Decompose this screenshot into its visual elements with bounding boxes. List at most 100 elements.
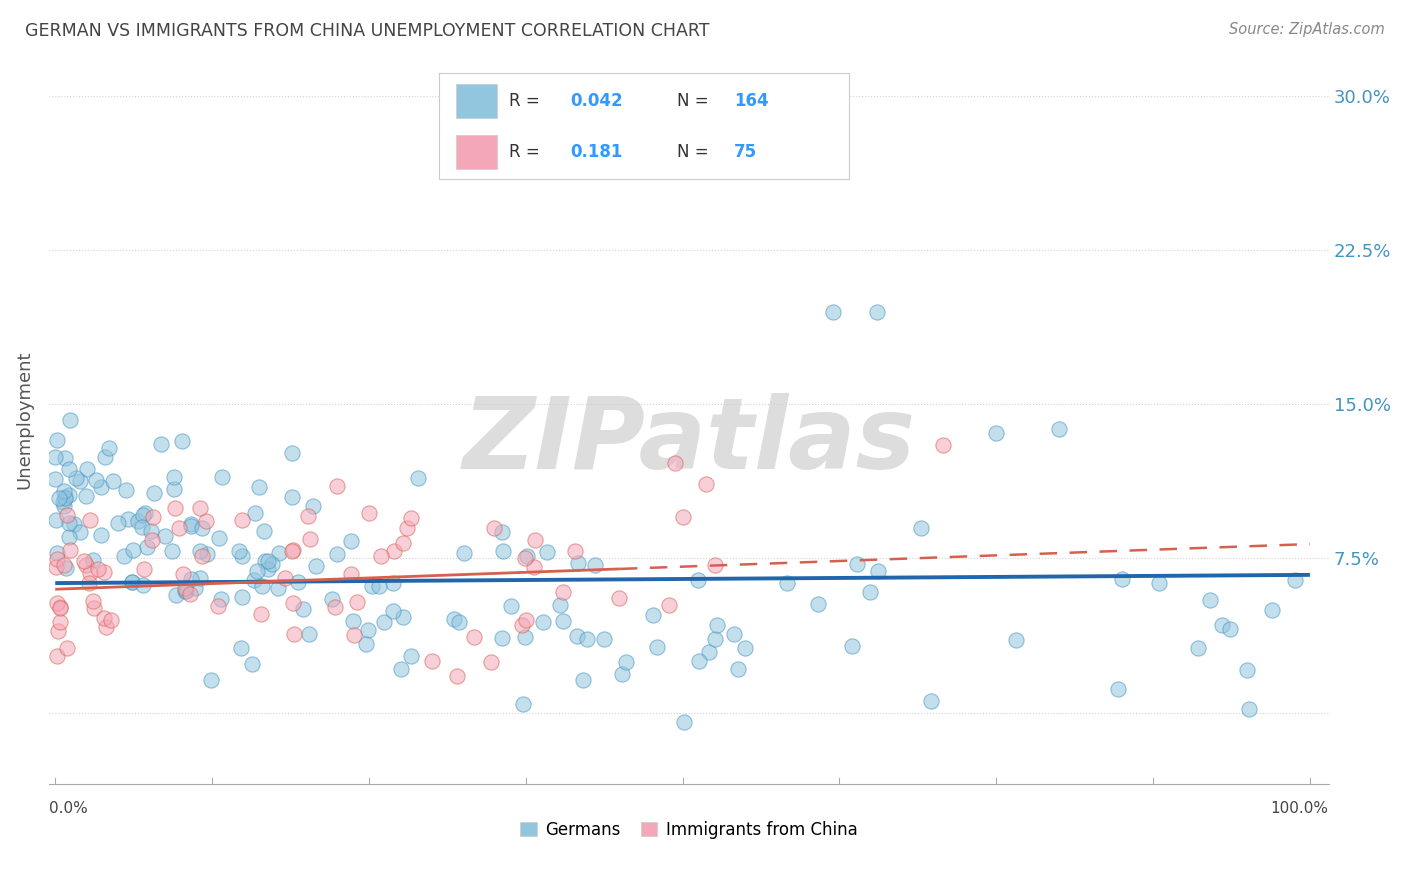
Point (115, 483, 138, 497)
Text: 100.0%: 100.0% (1271, 801, 1329, 816)
Point (75, 490, 97, 504)
Point (395, 521, 418, 535)
Point (354, 637, 377, 651)
Point (58, 488, 80, 502)
Point (420, 654, 443, 668)
Point (287, 575, 309, 590)
Point (342, 614, 364, 628)
Point (84, 473, 107, 487)
Point (643, 607, 665, 622)
Text: Source: ZipAtlas.com: Source: ZipAtlas.com (1229, 22, 1385, 37)
Point (231, 512, 253, 526)
Point (83, 601, 105, 615)
Point (614, 110, 637, 124)
Point (53, 490, 76, 504)
Point (44, 472, 66, 486)
Point (382, 543, 405, 558)
Point (986, 426, 1008, 441)
Point (499, 599, 522, 614)
Point (45, 560, 67, 574)
Point (704, 558, 727, 572)
Point (48, 491, 70, 505)
Point (1219, 622, 1241, 636)
Point (723, 627, 745, 641)
Point (82, 594, 104, 608)
Point (93, 450, 115, 464)
Point (463, 630, 485, 644)
Point (516, 549, 538, 564)
Point (932, 438, 955, 452)
Point (69, 474, 91, 488)
Point (704, 632, 727, 646)
Point (94, 620, 117, 634)
Point (87, 562, 110, 576)
Point (100, 614, 122, 628)
Point (121, 574, 143, 589)
Point (46, 433, 69, 447)
Point (46, 649, 69, 664)
Point (141, 533, 163, 548)
Point (1187, 641, 1209, 656)
Point (56, 508, 79, 523)
Point (208, 531, 231, 545)
Point (453, 546, 475, 560)
Point (382, 604, 405, 618)
Point (510, 617, 533, 632)
Point (671, 510, 693, 524)
Point (93, 611, 115, 625)
Point (174, 584, 197, 599)
Point (163, 470, 186, 484)
Point (174, 581, 197, 595)
Point (249, 479, 271, 493)
Point (53, 499, 76, 513)
Point (281, 543, 304, 558)
Point (1005, 633, 1028, 648)
Point (536, 544, 558, 558)
Point (82, 553, 104, 567)
Point (194, 515, 217, 529)
Point (243, 506, 266, 520)
Point (142, 486, 165, 500)
Point (122, 543, 145, 558)
Point (131, 578, 153, 592)
Text: ZIPatlas: ZIPatlas (463, 393, 915, 490)
Point (162, 544, 184, 558)
Point (273, 571, 295, 585)
Point (52, 483, 75, 498)
Point (297, 508, 319, 523)
Point (513, 551, 536, 566)
Point (46, 546, 69, 560)
Point (399, 649, 422, 664)
Point (304, 559, 326, 574)
Point (323, 600, 346, 615)
Point (572, 673, 595, 687)
Point (260, 557, 283, 571)
Point (52, 495, 75, 509)
Point (645, 640, 668, 655)
Point (551, 614, 574, 628)
Point (76, 462, 98, 476)
Point (361, 579, 384, 593)
Point (1198, 592, 1220, 607)
Point (174, 584, 197, 599)
Point (823, 305, 845, 319)
Point (59, 542, 82, 557)
Point (63, 516, 86, 531)
Point (58, 462, 80, 476)
Point (90, 528, 112, 542)
Point (1149, 576, 1171, 591)
Text: GERMAN VS IMMIGRANTS FROM CHINA UNEMPLOYMENT CORRELATION CHART: GERMAN VS IMMIGRANTS FROM CHINA UNEMPLOY… (25, 22, 710, 40)
Point (484, 521, 506, 535)
Point (1284, 573, 1306, 587)
Point (228, 543, 250, 558)
Point (1239, 702, 1261, 716)
Point (69, 524, 91, 539)
Point (321, 591, 343, 606)
Point (686, 573, 709, 587)
Point (513, 630, 536, 644)
Point (211, 470, 233, 484)
Point (302, 499, 325, 513)
Point (55, 450, 77, 465)
Point (389, 663, 412, 677)
Point (267, 546, 290, 560)
